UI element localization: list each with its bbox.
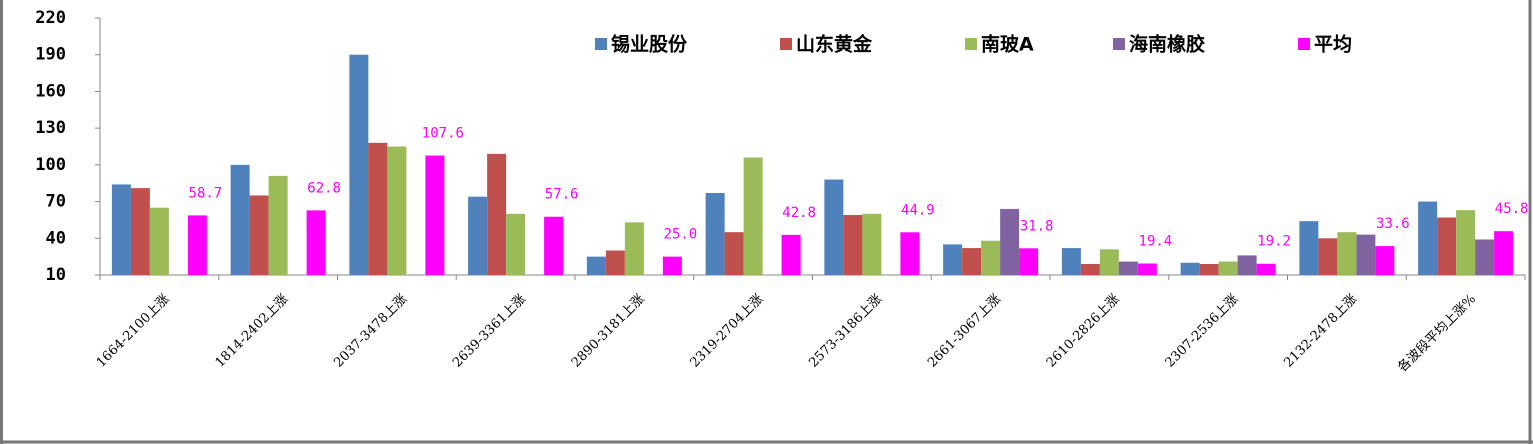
bar xyxy=(306,210,326,275)
bar xyxy=(824,179,844,275)
bar xyxy=(1180,262,1200,275)
bar xyxy=(724,232,744,275)
y-tick-label: 100 xyxy=(35,155,66,175)
legend-label: 海南橡胶 xyxy=(1129,33,1205,56)
legend-swatch xyxy=(780,38,792,50)
bar xyxy=(1318,238,1338,275)
bar xyxy=(1299,221,1319,275)
bar xyxy=(1418,201,1438,275)
bar xyxy=(781,234,801,275)
bar xyxy=(662,256,682,275)
bar xyxy=(1337,232,1357,275)
data-label: 42.8 xyxy=(782,205,816,221)
bar xyxy=(624,222,644,275)
data-label: 25.0 xyxy=(664,227,698,243)
legend-swatch xyxy=(1113,38,1125,50)
bar xyxy=(962,248,982,275)
bar xyxy=(506,213,526,275)
data-label: 19.2 xyxy=(1257,234,1291,250)
y-tick-label: 40 xyxy=(46,228,66,248)
y-tick-label: 160 xyxy=(35,81,66,101)
bar xyxy=(1475,239,1495,275)
legend-label: 南玻A xyxy=(981,33,1034,56)
bar xyxy=(843,215,863,275)
bar xyxy=(230,164,250,275)
bar xyxy=(1237,255,1257,275)
bar xyxy=(1456,210,1476,275)
data-label: 45.8 xyxy=(1495,201,1529,217)
data-label: 44.9 xyxy=(901,202,935,218)
bar xyxy=(268,175,288,275)
bar xyxy=(368,142,388,275)
bar xyxy=(705,193,725,275)
bar xyxy=(349,54,369,275)
bar xyxy=(249,195,269,275)
bar xyxy=(1019,248,1039,275)
y-tick-label: 130 xyxy=(35,118,66,138)
bar xyxy=(1375,246,1395,275)
bar xyxy=(1080,263,1100,275)
data-label: 107.6 xyxy=(422,126,464,142)
bar xyxy=(111,184,131,275)
bar xyxy=(900,232,920,275)
legend-label: 锡业股份 xyxy=(611,33,688,56)
data-label: 62.8 xyxy=(307,180,341,196)
bar xyxy=(586,256,606,275)
bar xyxy=(487,153,507,275)
data-label: 58.7 xyxy=(189,185,223,201)
bar xyxy=(981,240,1001,275)
legend-swatch xyxy=(1298,38,1310,50)
bar xyxy=(544,216,564,275)
bar xyxy=(862,213,882,275)
bar xyxy=(1356,234,1376,275)
data-label: 57.6 xyxy=(545,187,579,203)
bar xyxy=(743,157,763,275)
y-tick-label: 10 xyxy=(46,265,66,285)
bar xyxy=(1000,208,1020,275)
bar xyxy=(1256,263,1276,275)
data-label: 19.4 xyxy=(1139,233,1173,249)
bar xyxy=(1061,248,1081,275)
bar xyxy=(149,207,169,275)
bar xyxy=(1099,249,1119,275)
bar xyxy=(1199,263,1219,275)
legend-label: 平均 xyxy=(1314,33,1352,56)
y-tick-label: 190 xyxy=(35,45,66,65)
bar xyxy=(468,196,488,275)
bar xyxy=(1437,217,1457,275)
bar xyxy=(1218,261,1238,275)
bar xyxy=(943,244,963,275)
bar xyxy=(130,188,150,275)
legend-label: 山东黄金 xyxy=(796,33,873,56)
legend-swatch xyxy=(965,38,977,50)
bar xyxy=(1494,231,1514,275)
y-tick-label: 220 xyxy=(35,8,66,28)
y-tick-label: 70 xyxy=(46,192,66,212)
data-label: 33.6 xyxy=(1376,216,1410,232)
bar xyxy=(187,215,207,275)
bar xyxy=(605,250,625,275)
bar xyxy=(1118,261,1138,275)
bar xyxy=(387,146,407,275)
data-label: 31.8 xyxy=(1020,218,1054,234)
bar xyxy=(425,155,445,275)
legend-swatch xyxy=(595,38,607,50)
bar xyxy=(1137,263,1157,275)
